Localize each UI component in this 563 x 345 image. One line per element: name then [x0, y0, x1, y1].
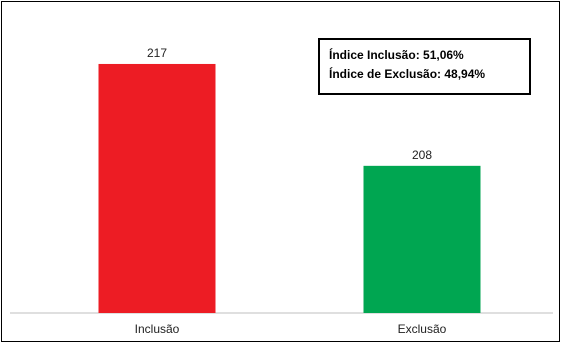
bar-exclusao — [363, 165, 481, 313]
data-label: 208 — [412, 148, 432, 162]
inclusion-index-text: Índice Inclusão: 51,06% — [329, 48, 464, 62]
category-tick-label: Exclusão — [398, 322, 447, 336]
bar-inclusao — [98, 63, 216, 314]
index-annotation-box: Índice Inclusão: 51,06% Índice de Exclus… — [318, 38, 531, 95]
category-tick-label: Inclusão — [135, 322, 180, 336]
exclusion-index-text: Índice de Exclusão: 48,94% — [329, 67, 486, 81]
data-label: 217 — [147, 46, 167, 60]
